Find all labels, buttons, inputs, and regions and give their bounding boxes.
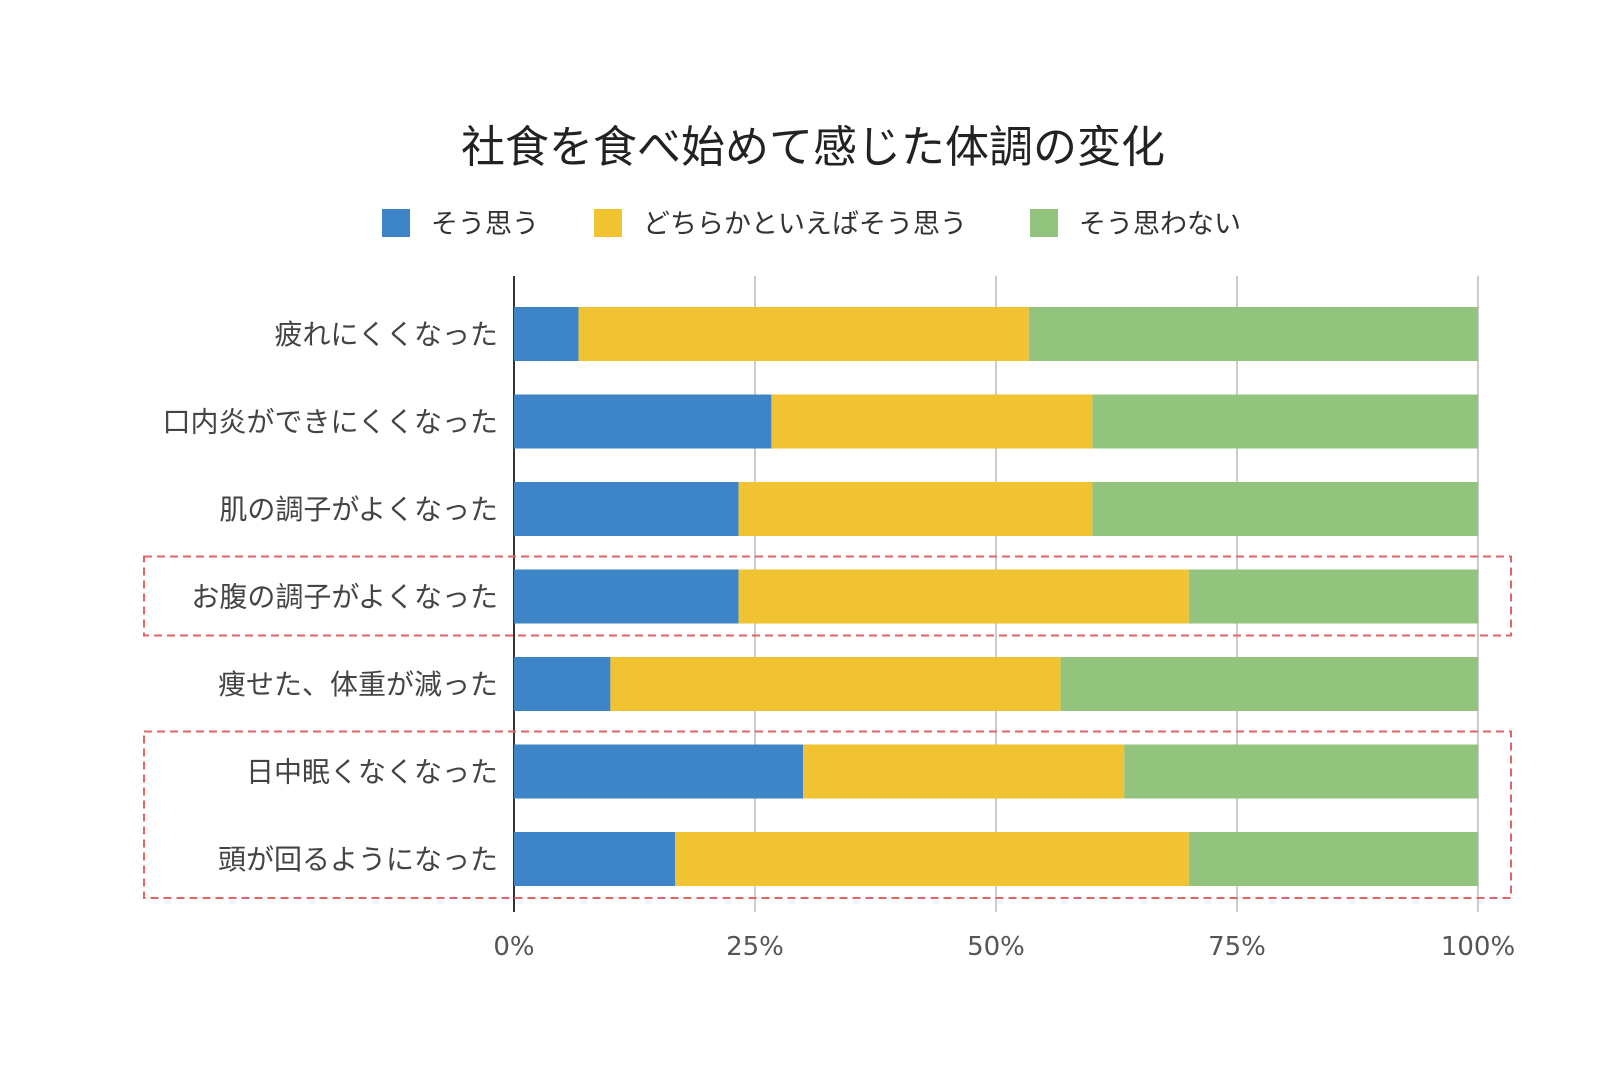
category-label-5: 痩せた、体重が減った: [218, 668, 498, 701]
x-tick-label-5: 100%: [1441, 932, 1515, 962]
x-tick-label-1: 0%: [493, 932, 534, 962]
category-label-2: 口内炎ができにくくなった: [163, 406, 498, 439]
bar-segment-2-2: [771, 394, 1093, 449]
bar-segment-6-1: [514, 744, 804, 799]
bar-segment-2-1: [514, 394, 772, 449]
legend-swatch-3: [1030, 209, 1058, 237]
category-label-7: 頭が回るようになった: [218, 843, 498, 876]
x-tick-label-2: 25%: [726, 932, 784, 962]
legend: そう思う どちらかといえばそう思う そう思わない: [382, 209, 1241, 240]
category-label-6: 日中眠くなくなった: [246, 756, 498, 789]
bar-segment-3-1: [514, 482, 739, 536]
category-label-4: お腹の調子がよくなった: [191, 581, 498, 614]
bar-segment-5-1: [514, 657, 611, 711]
highlight-box-1: [143, 555, 1512, 637]
bar-segment-7-1: [514, 832, 675, 886]
bar-segment-4-3: [1188, 569, 1478, 624]
chart-title: 社食を食べ始めて感じた体調の変化: [461, 122, 1165, 173]
legend-label-1: そう思う: [431, 209, 539, 240]
bars: [514, 307, 1478, 886]
bar-segment-1-3: [1028, 307, 1478, 361]
bar-segment-1-2: [578, 307, 1029, 361]
bar-segment-6-2: [803, 744, 1125, 799]
legend-swatch-2: [594, 209, 622, 237]
category-label-3: 肌の調子がよくなった: [219, 493, 498, 526]
bar-segment-7-3: [1188, 832, 1478, 886]
x-axis-tick-labels: 0% 25% 50% 75% 100%: [493, 932, 1515, 962]
bar-segment-5-2: [610, 657, 1061, 711]
bar-segment-3-2: [738, 482, 1093, 536]
bar-segment-7-2: [674, 832, 1189, 886]
x-tick-label-3: 50%: [967, 932, 1025, 962]
legend-label-3: そう思わない: [1079, 209, 1241, 240]
bar-segment-4-1: [514, 569, 739, 624]
bar-segment-5-3: [1060, 657, 1478, 711]
x-tick-label-4: 75%: [1208, 932, 1266, 962]
highlight-boxes: [143, 555, 1512, 899]
legend-label-2: どちらかといえばそう思う: [643, 209, 967, 240]
bar-segment-6-3: [1124, 744, 1478, 799]
category-labels: 疲れにくくなった口内炎ができにくくなった肌の調子がよくなったお腹の調子がよくなっ…: [163, 318, 498, 876]
bar-segment-1-1: [514, 307, 579, 361]
bar-segment-4-2: [738, 569, 1189, 624]
highlight-box-2: [143, 730, 1512, 899]
category-label-1: 疲れにくくなった: [275, 318, 498, 351]
legend-swatch-1: [382, 209, 410, 237]
bar-segment-2-3: [1092, 394, 1478, 449]
bar-segment-3-3: [1092, 482, 1478, 536]
